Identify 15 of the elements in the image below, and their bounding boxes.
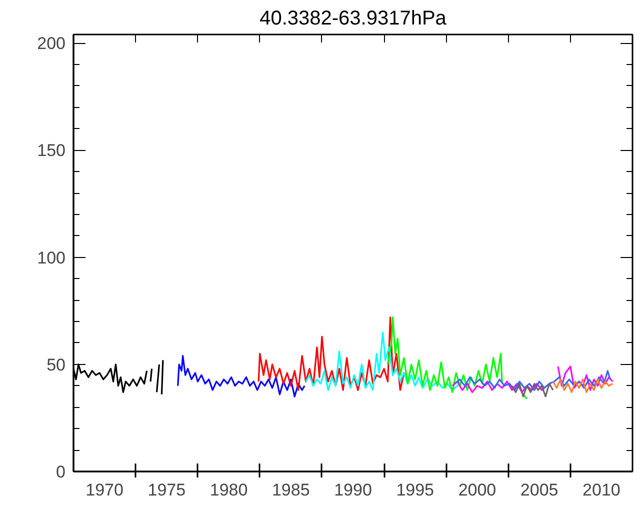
y-tick-label: 150 (37, 141, 66, 160)
x-tick-label: 1985 (272, 480, 310, 500)
x-tick-label: 1975 (148, 480, 186, 500)
x-tick-label: 1970 (86, 480, 124, 500)
y-tick-label: 100 (37, 248, 66, 268)
y-tick-label: 50 (46, 355, 66, 374)
x-tick-label: 2000 (458, 480, 496, 500)
x-tick-label: 1980 (210, 480, 248, 500)
x-tick-label: 1990 (334, 480, 372, 500)
x-tick-label: 2010 (582, 480, 620, 500)
y-tick-label: 0 (56, 462, 66, 482)
x-tick-label: 1995 (396, 480, 434, 500)
x-tick-label: 2005 (520, 480, 558, 500)
y-tick-label: 200 (37, 34, 66, 54)
chart-title: 40.3382-63.9317hPa (260, 8, 448, 30)
